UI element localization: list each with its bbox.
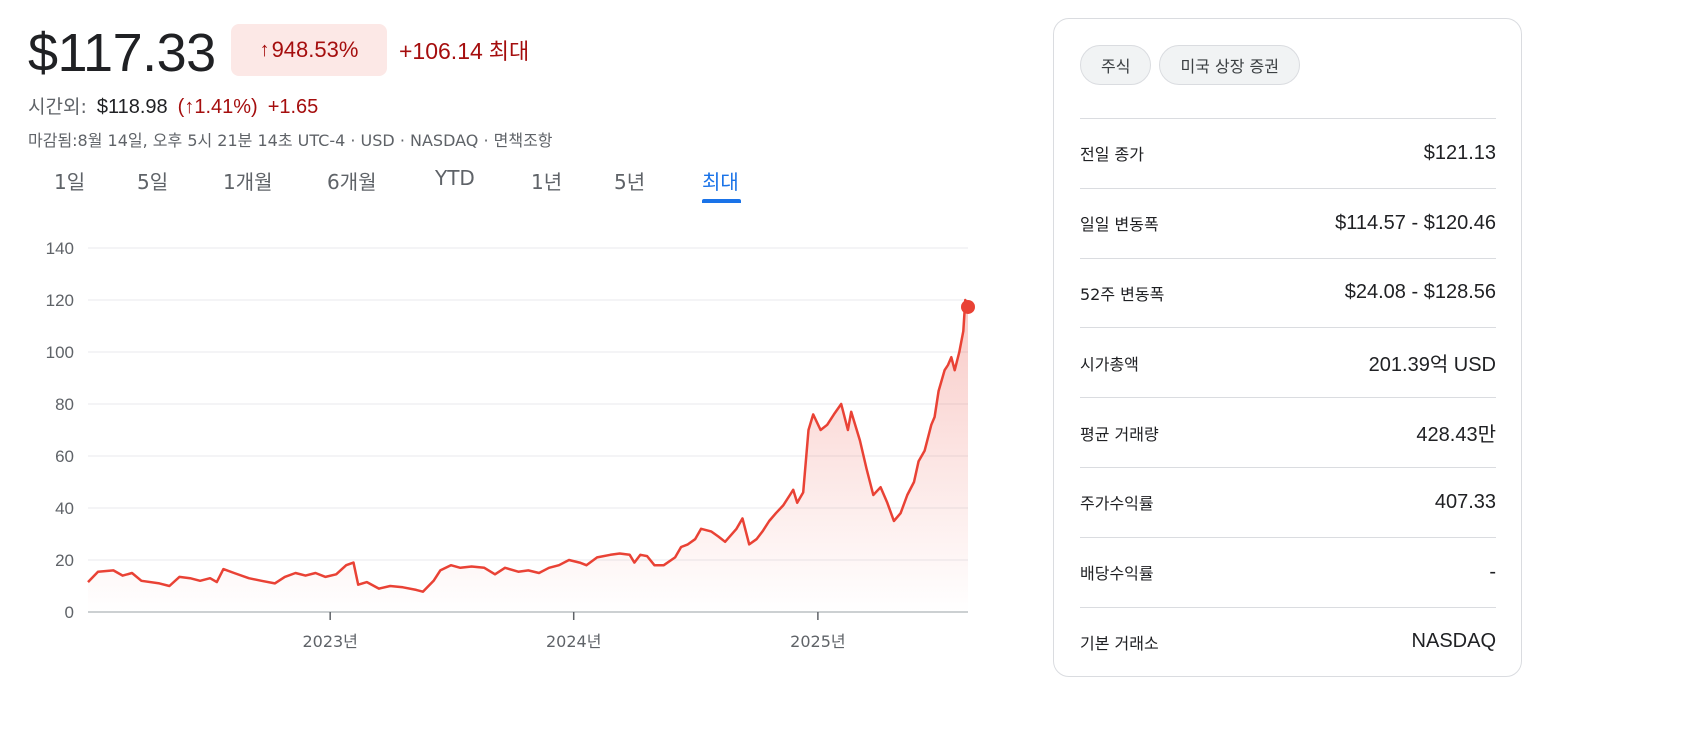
stat-label: 시가총액 — [1080, 354, 1139, 374]
change-abs: +106.14 최대 — [399, 34, 529, 66]
tab-ytd[interactable]: YTD — [435, 166, 475, 190]
last-price-dot — [961, 299, 975, 314]
y-tick-label: 20 — [55, 551, 74, 570]
active-tab-indicator — [702, 199, 741, 203]
stat-value: 428.43만 — [1416, 424, 1496, 447]
after-hours-pct: (↑1.41%) — [177, 96, 258, 118]
stat-label: 일일 변동폭 — [1080, 215, 1159, 235]
stat-row-market-cap: 시가총액 201.39억 USD — [1080, 327, 1496, 397]
y-tick-label: 0 — [65, 603, 74, 622]
y-tick-label: 80 — [55, 395, 74, 414]
after-hours-abs: +1.65 — [267, 96, 319, 118]
after-hours-label: 시간외: — [28, 96, 87, 118]
tab-5d[interactable]: 5일 — [137, 170, 169, 194]
y-tick-label: 40 — [55, 499, 74, 518]
range-tabs: 1일 5일 1개월 6개월 YTD 1년 5년 최대 — [0, 166, 780, 206]
x-tick-label: 2024년 — [546, 632, 601, 651]
change-period: 최대 — [488, 40, 530, 65]
stat-value: $114.57 - $120.46 — [1335, 211, 1496, 234]
current-price: $117.33 — [28, 23, 216, 83]
price-line — [87, 298, 970, 593]
stat-label: 평균 거래량 — [1080, 424, 1159, 444]
y-tick-label: 60 — [55, 447, 74, 466]
stat-label: 배당수익률 — [1080, 564, 1154, 584]
change-pct: 948.53% — [271, 37, 359, 62]
stat-label: 기본 거래소 — [1080, 633, 1159, 653]
after-hours: 시간외: $118.98 (↑1.41%) +1.65 — [28, 92, 318, 119]
stat-label: 전일 종가 — [1080, 145, 1144, 165]
stat-row-prev-close: 전일 종가 $121.13 — [1080, 118, 1496, 188]
category-chips: 주식 미국 상장 증권 — [1080, 45, 1300, 85]
stat-value: $121.13 — [1423, 141, 1496, 164]
stats-panel: 주식 미국 상장 증권 전일 종가 $121.13 일일 변동폭 $114.57… — [1053, 18, 1522, 677]
market-closed-info: 마감됨:8월 14일, 오후 5시 21분 14초 UTC-4 · USD · … — [28, 131, 553, 150]
stat-value: 201.39억 USD — [1368, 354, 1496, 377]
stat-label: 52주 변동폭 — [1080, 284, 1165, 304]
chip-us-listed[interactable]: 미국 상장 증권 — [1159, 45, 1300, 85]
x-tick-label: 2025년 — [790, 632, 845, 651]
stat-row-day-range: 일일 변동폭 $114.57 - $120.46 — [1080, 187, 1496, 258]
stat-value: - — [1489, 560, 1496, 583]
y-tick-label: 140 — [46, 239, 74, 258]
tab-5y[interactable]: 5년 — [614, 170, 646, 194]
x-tick-label: 2023년 — [302, 632, 357, 651]
tab-1m[interactable]: 1개월 — [223, 170, 273, 194]
change-pct-badge: ↑ 948.53% — [231, 24, 387, 76]
after-hours-price: $118.98 — [96, 96, 168, 118]
price-chart-svg[interactable]: 0 20 40 60 80 100 120 140 2023년 2024년 2025년 — [0, 225, 1000, 665]
stat-value: $24.08 - $128.56 — [1344, 281, 1496, 304]
arrow-up-icon: ↑ — [259, 38, 270, 61]
stats-list: 전일 종가 $121.13 일일 변동폭 $114.57 - $120.46 5… — [1080, 118, 1496, 676]
tab-1d[interactable]: 1일 — [54, 170, 86, 194]
stat-row-pe-ratio: 주가수익률 407.33 — [1080, 466, 1496, 537]
stat-row-primary-exchange: 기본 거래소 NASDAQ — [1080, 606, 1496, 677]
change-abs-value: +106.14 — [399, 38, 483, 64]
stat-label: 주가수익률 — [1080, 494, 1154, 514]
tab-1y[interactable]: 1년 — [531, 170, 563, 194]
price-chart[interactable]: 0 20 40 60 80 100 120 140 2023년 2024년 2025년 — [0, 225, 1000, 665]
stat-value: NASDAQ — [1411, 630, 1496, 653]
stat-row-dividend-yield: 배당수익률 - — [1080, 536, 1496, 607]
y-tick-label: 100 — [46, 343, 74, 362]
stat-row-52w-range: 52주 변동폭 $24.08 - $128.56 — [1080, 257, 1496, 328]
tab-6m[interactable]: 6개월 — [327, 170, 377, 194]
stat-value: 407.33 — [1434, 490, 1496, 513]
chip-stock[interactable]: 주식 — [1080, 45, 1152, 85]
tab-max[interactable]: 최대 — [702, 170, 739, 194]
y-tick-label: 120 — [46, 291, 74, 310]
stat-row-avg-volume: 평균 거래량 428.43만 — [1080, 397, 1496, 467]
